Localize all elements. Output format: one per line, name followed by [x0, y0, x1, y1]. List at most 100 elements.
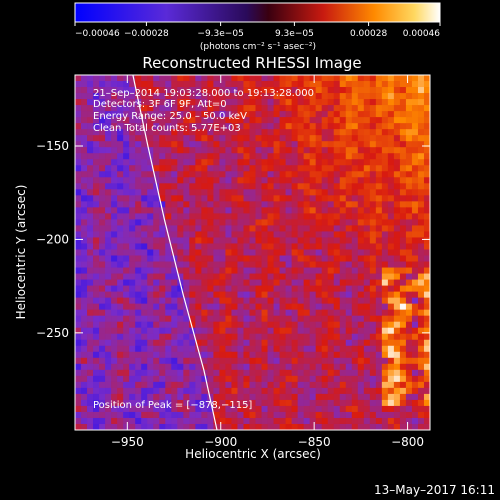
heatmap-cell	[171, 207, 178, 214]
heatmap-cell	[159, 273, 166, 280]
heatmap-cell	[399, 111, 407, 118]
heatmap-cell	[303, 201, 311, 208]
heatmap-cell	[231, 135, 238, 142]
heatmap-cell	[201, 141, 208, 148]
heatmap-cell	[189, 405, 196, 413]
heatmap-cell	[315, 219, 323, 226]
heatmap-cell	[231, 195, 238, 202]
heatmap-cell	[243, 315, 250, 323]
heatmap-cell	[309, 183, 317, 190]
heatmap-cell	[351, 291, 359, 299]
heatmap-cell	[285, 303, 293, 311]
heatmap-cell	[93, 273, 100, 280]
heatmap-cell	[225, 183, 232, 190]
heatmap-cell	[417, 411, 425, 419]
heatmap-cell	[99, 207, 106, 214]
heatmap-cell	[387, 117, 395, 124]
heatmap-cell	[129, 369, 136, 377]
heatmap-cell	[363, 273, 371, 280]
heatmap-cell	[309, 195, 317, 202]
heatmap-cell	[393, 225, 401, 232]
heatmap-cell	[339, 195, 347, 202]
heatmap-cell	[225, 177, 232, 184]
heatmap-cell	[261, 249, 268, 256]
heatmap-cell	[381, 375, 389, 383]
heatmap-cell	[363, 153, 371, 160]
heatmap-cell	[159, 81, 166, 88]
heatmap-cell	[93, 321, 100, 329]
heatmap-cell	[411, 243, 419, 250]
heatmap-cell	[399, 291, 407, 299]
heatmap-cell	[261, 177, 268, 184]
heatmap-cell	[123, 273, 130, 280]
heatmap-cell	[393, 405, 401, 413]
heatmap-cell	[393, 135, 401, 142]
heatmap-cell	[405, 159, 413, 166]
heatmap-cell	[105, 135, 112, 142]
heatmap-cell	[267, 171, 274, 178]
heatmap-cell	[333, 231, 341, 238]
heatmap-cell	[303, 237, 311, 244]
heatmap-cell	[129, 423, 136, 430]
heatmap-cell	[141, 405, 148, 413]
heatmap-cell	[393, 201, 401, 208]
heatmap-cell	[225, 327, 232, 335]
heatmap-cell	[345, 243, 353, 250]
heatmap-cell	[387, 147, 395, 154]
heatmap-cell	[315, 183, 323, 190]
heatmap-cell	[87, 357, 94, 365]
heatmap-cell	[159, 243, 166, 250]
heatmap-cell	[171, 147, 178, 154]
heatmap-cell	[375, 297, 383, 305]
heatmap-cell	[213, 183, 220, 190]
heatmap-cell	[189, 279, 196, 286]
heatmap-cell	[387, 183, 395, 190]
heatmap-cell	[189, 345, 196, 353]
heatmap-cell	[177, 333, 184, 341]
heatmap-cell	[387, 399, 395, 407]
heatmap-cell	[93, 405, 100, 413]
heatmap-cell	[165, 75, 172, 82]
heatmap-cell	[189, 81, 196, 88]
heatmap-cell	[99, 111, 106, 118]
heatmap-cell	[411, 369, 419, 377]
heatmap-cell	[207, 201, 214, 208]
heatmap-cell	[339, 99, 347, 106]
heatmap-cell	[375, 339, 383, 347]
heatmap-cell	[261, 219, 268, 226]
heatmap-cell	[93, 75, 100, 82]
heatmap-cell	[279, 423, 286, 430]
heatmap-cell	[237, 291, 244, 299]
heatmap-cell	[351, 333, 359, 341]
heatmap-cell	[219, 423, 226, 430]
heatmap-cell	[213, 171, 220, 178]
heatmap-cell	[141, 219, 148, 226]
heatmap-cell	[135, 153, 142, 160]
heatmap-cell	[213, 297, 220, 305]
heatmap-cell	[129, 231, 136, 238]
heatmap-cell	[303, 261, 311, 268]
heatmap-cell	[375, 201, 383, 208]
heatmap-cell	[267, 423, 274, 430]
heatmap-cell	[207, 333, 214, 341]
heatmap-cell	[357, 171, 365, 178]
heatmap-cell	[339, 267, 347, 274]
heatmap-cell	[423, 135, 430, 142]
heatmap-cell	[291, 165, 299, 172]
heatmap-cell	[177, 423, 184, 430]
heatmap-cell	[171, 405, 178, 413]
heatmap-cell	[423, 153, 430, 160]
heatmap-cell	[81, 237, 88, 244]
heatmap-cell	[345, 327, 353, 335]
heatmap-cell	[381, 231, 389, 238]
heatmap-cell	[243, 363, 250, 371]
heatmap-cell	[183, 357, 190, 365]
heatmap-cell	[321, 369, 329, 377]
heatmap-cell	[171, 111, 178, 118]
heatmap-cell	[411, 261, 419, 268]
heatmap-cell	[381, 351, 389, 359]
heatmap-cell	[327, 375, 335, 383]
heatmap-cell	[393, 417, 401, 425]
heatmap-cell	[369, 369, 377, 377]
heatmap-cell	[345, 315, 353, 323]
